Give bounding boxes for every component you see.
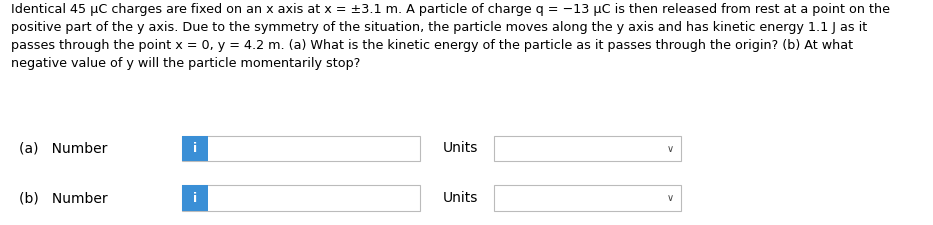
Text: Units: Units <box>443 142 479 155</box>
Text: Identical 45 μC charges are fixed on an x axis at x = ±3.1 m. A particle of char: Identical 45 μC charges are fixed on an … <box>11 3 890 70</box>
Bar <box>494 185 681 211</box>
Text: ∨: ∨ <box>666 144 674 153</box>
Text: (a)   Number: (a) Number <box>19 142 107 155</box>
Text: Units: Units <box>443 191 479 205</box>
Text: i: i <box>193 191 197 205</box>
Bar <box>182 185 420 211</box>
Bar <box>494 135 681 162</box>
Text: i: i <box>193 142 197 155</box>
Bar <box>182 135 420 162</box>
Bar <box>182 135 208 162</box>
Bar <box>182 185 208 211</box>
Text: (b)   Number: (b) Number <box>19 191 107 205</box>
Text: ∨: ∨ <box>666 193 674 203</box>
